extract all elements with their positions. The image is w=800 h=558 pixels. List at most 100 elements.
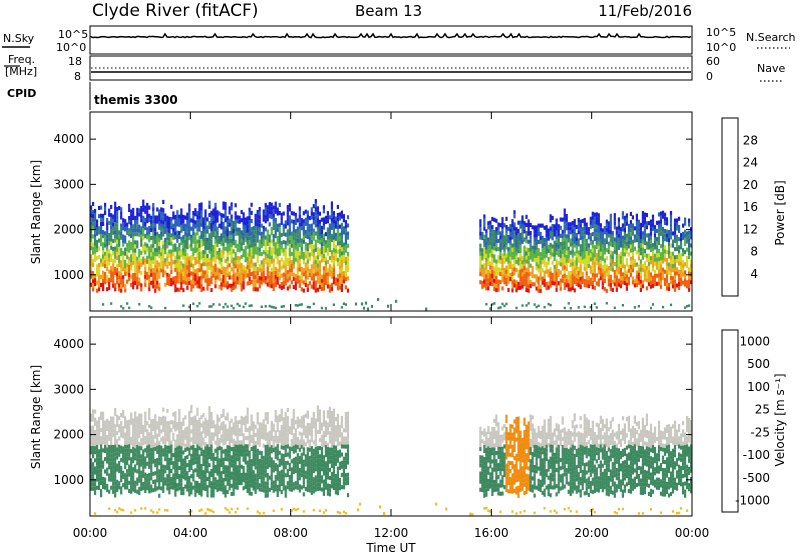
heatmap-cell <box>582 219 584 223</box>
heatmap-cell <box>525 268 527 272</box>
heatmap-cell <box>556 251 558 255</box>
heatmap-cell <box>311 232 313 236</box>
heatmap-cell <box>148 279 150 283</box>
heatmap-cell <box>192 441 194 445</box>
heatmap-cell <box>273 267 275 271</box>
heatmap-cell <box>148 485 150 489</box>
heatmap-cell <box>154 443 156 447</box>
heatmap-cell <box>602 273 604 277</box>
y-tick-label: 3000 <box>53 177 84 191</box>
heatmap-cell <box>263 234 265 238</box>
heatmap-cell <box>525 223 527 227</box>
heatmap-cell <box>180 278 182 282</box>
heatmap-cell <box>188 220 190 224</box>
heatmap-cell <box>154 268 156 272</box>
heatmap-cell <box>102 222 104 226</box>
heatmap-cell <box>271 276 273 280</box>
heatmap-cell <box>602 245 604 249</box>
heatmap-cell <box>184 460 186 464</box>
heatmap-cell <box>184 260 186 264</box>
heatmap-cell <box>184 476 186 480</box>
heatmap-cell <box>257 210 259 214</box>
heatmap-cell <box>664 213 666 217</box>
heatmap-cell <box>503 276 505 280</box>
heatmap-cell <box>192 477 194 481</box>
heatmap-cell <box>136 277 138 281</box>
heatmap-cell <box>650 248 652 252</box>
heatmap-cell <box>116 252 118 256</box>
heatmap-cell <box>566 251 568 255</box>
heatmap-cell <box>269 271 271 275</box>
heatmap-cell <box>582 256 584 260</box>
heatmap-cell <box>479 268 481 272</box>
heatmap-cell <box>556 280 558 284</box>
heatmap-cell <box>216 219 218 223</box>
heatmap-cell <box>136 269 138 273</box>
heatmap-cell <box>487 225 489 229</box>
heatmap-cell <box>178 215 180 219</box>
heatmap-cell <box>315 280 317 284</box>
heatmap-cell <box>176 251 178 255</box>
heatmap-cell <box>674 267 676 271</box>
heatmap-cell <box>485 246 487 250</box>
heatmap-cell <box>180 282 182 286</box>
heatmap-cell <box>275 210 277 214</box>
heatmap-cell <box>170 221 172 225</box>
heatmap-cell <box>610 214 612 218</box>
heatmap-cell <box>224 453 226 457</box>
heatmap-cell <box>313 273 315 277</box>
heatmap-cell <box>196 457 198 461</box>
heatmap-cell <box>102 271 104 275</box>
heatmap-cell <box>98 226 100 230</box>
heatmap-cell <box>92 218 94 222</box>
heatmap-cell <box>148 412 150 416</box>
heatmap-cell <box>642 244 644 248</box>
heatmap-cell <box>138 233 140 237</box>
heatmap-cell <box>538 252 540 256</box>
heatmap-cell <box>154 272 156 276</box>
heatmap-cell <box>618 246 620 250</box>
heatmap-cell <box>572 221 574 225</box>
heatmap-cell <box>222 429 224 433</box>
heatmap-cell <box>283 264 285 268</box>
heatmap-cell <box>243 277 245 281</box>
heatmap-cell <box>521 260 523 264</box>
heatmap-cell <box>271 256 273 260</box>
heatmap-cell <box>216 484 218 488</box>
heatmap-cell <box>233 459 235 463</box>
heatmap-cell <box>255 461 257 465</box>
heatmap-cell <box>96 268 98 272</box>
heatmap-cell <box>321 242 323 246</box>
heatmap-cell <box>616 227 618 231</box>
heatmap-cell <box>166 450 168 454</box>
heatmap-cell <box>269 305 271 308</box>
heatmap-cell <box>168 437 170 441</box>
heatmap-cell <box>134 253 136 257</box>
heatmap-cell <box>136 461 138 465</box>
heatmap-cell <box>198 219 200 223</box>
heatmap-cell <box>100 477 102 481</box>
heatmap-cell <box>122 471 124 475</box>
heatmap-cell <box>297 251 299 255</box>
heatmap-cell <box>644 221 646 225</box>
heatmap-cell <box>652 284 654 288</box>
heatmap-cell <box>186 245 188 249</box>
heatmap-cell <box>162 273 164 277</box>
heatmap-cell <box>253 251 255 255</box>
heatmap-cell <box>116 480 118 484</box>
heatmap-cell <box>570 230 572 234</box>
heatmap-cell <box>670 260 672 264</box>
heatmap-cell <box>517 257 519 261</box>
heatmap-cell <box>650 256 652 260</box>
heatmap-cell <box>355 303 357 306</box>
heatmap-cell <box>261 472 263 476</box>
heatmap-cell <box>174 219 176 223</box>
heatmap-cell <box>556 223 558 227</box>
heatmap-cell <box>507 255 509 259</box>
heatmap-cell <box>150 509 152 512</box>
heatmap-cell <box>134 216 136 220</box>
heatmap-cell <box>241 247 243 251</box>
heatmap-cell <box>600 272 602 276</box>
heatmap-cell <box>247 237 249 241</box>
heatmap-cell <box>186 471 188 475</box>
